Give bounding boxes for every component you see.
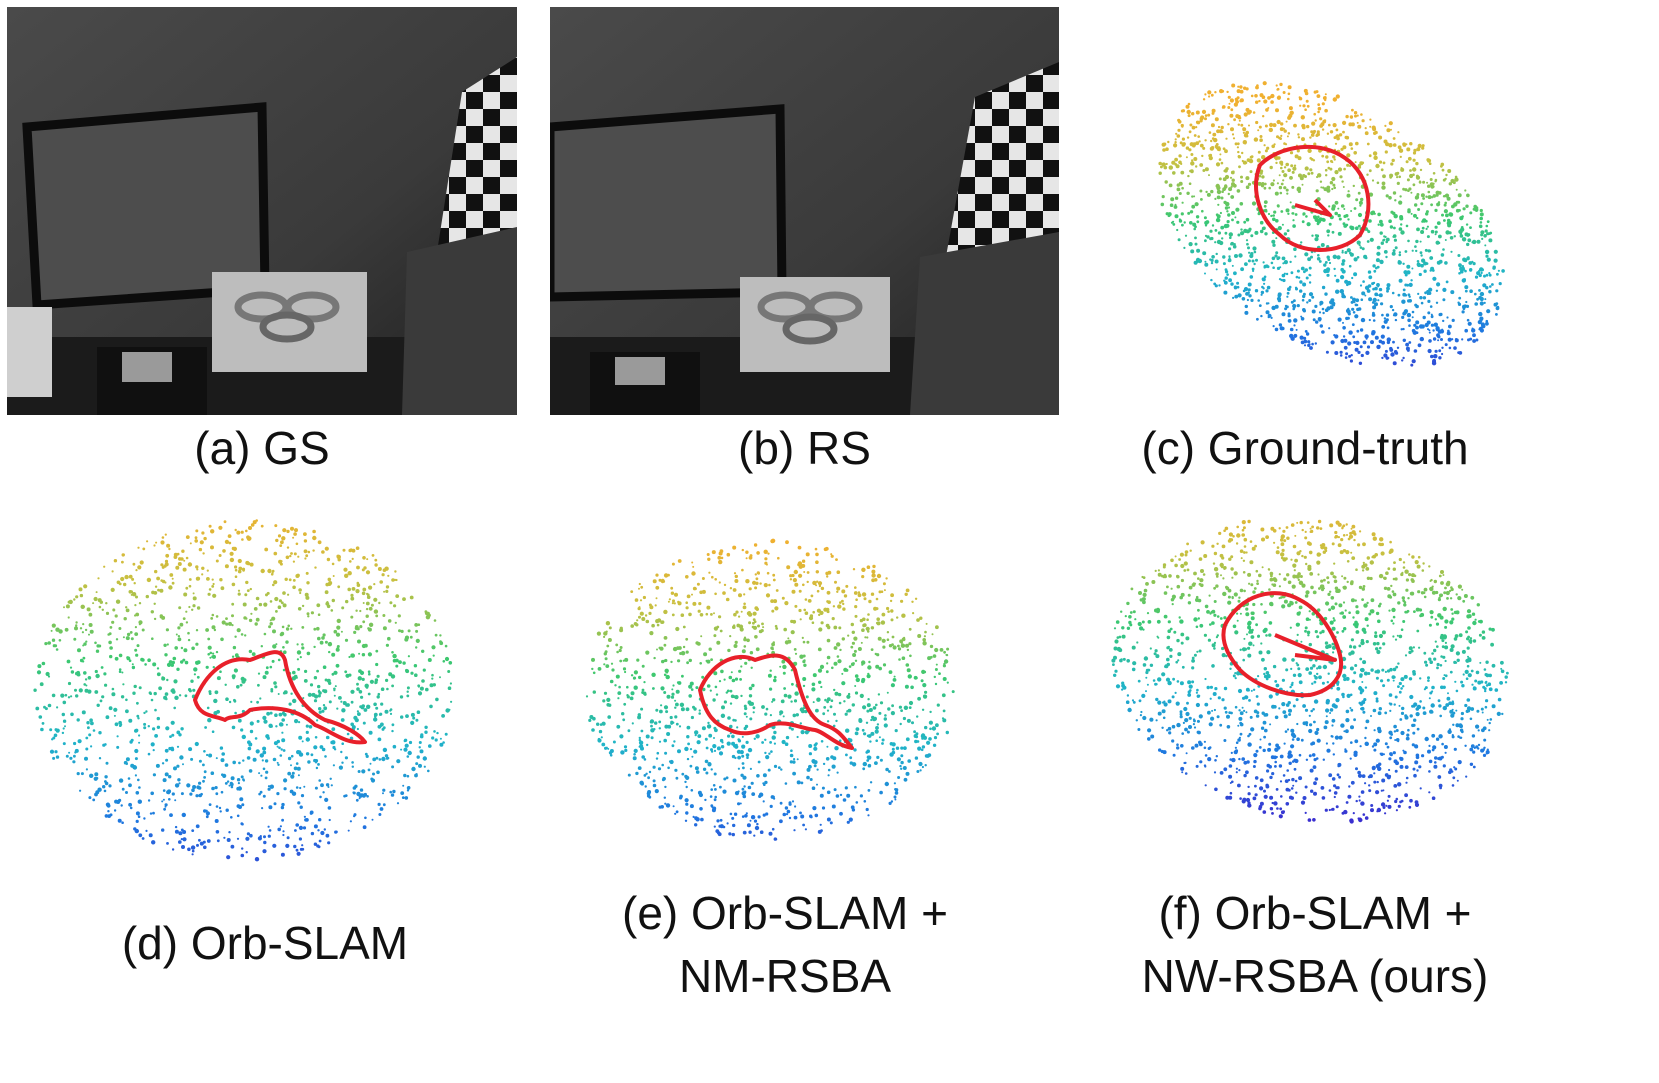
caption-orb-slam: (d) Orb-SLAM	[121, 917, 409, 969]
rs-scene-graphic	[550, 7, 1059, 415]
caption-ground-truth: (c) Ground-truth	[1141, 422, 1469, 474]
caption-orb-slam-nw-rsba-line2: NW-RSBA (ours)	[1141, 950, 1489, 1002]
rs-image	[550, 7, 1059, 415]
point-cloud-points	[1158, 81, 1505, 367]
camera-trajectory	[193, 650, 367, 745]
camera-trajectory	[1254, 144, 1371, 252]
orb-slam-nm-rsba-cloud-graphic	[585, 538, 955, 841]
caption-orb-slam-nw-rsba-line1: (f) Orb-SLAM +	[1158, 887, 1472, 939]
caption-gs: (a) GS	[194, 422, 330, 474]
gs-image	[7, 7, 517, 415]
orb-slam-nw-rsba-point-cloud	[1095, 485, 1545, 875]
ground-truth-point-cloud	[1090, 40, 1550, 420]
gs-scene-graphic	[7, 7, 517, 415]
orb-slam-cloud-graphic	[33, 519, 453, 862]
ground-truth-cloud-graphic	[1158, 81, 1505, 367]
orb-slam-nw-rsba-cloud-graphic	[1111, 519, 1509, 824]
orb-slam-nm-rsba-point-cloud	[570, 520, 990, 880]
point-cloud-points	[1111, 519, 1509, 824]
caption-orb-slam-nm-rsba-line1: (e) Orb-SLAM +	[622, 887, 948, 939]
point-cloud-points	[33, 519, 453, 862]
orb-slam-point-cloud	[15, 460, 495, 880]
camera-trajectory	[698, 653, 854, 750]
caption-orb-slam-nm-rsba-line2: NM-RSBA	[678, 950, 892, 1002]
caption-rs: (b) RS	[738, 422, 871, 474]
point-cloud-points	[585, 538, 955, 841]
camera-trajectory	[1221, 591, 1344, 698]
